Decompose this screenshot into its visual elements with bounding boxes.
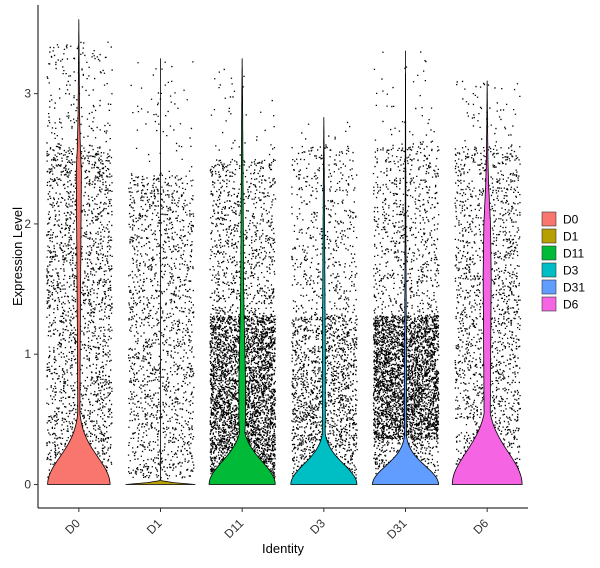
jitter-points [46,41,522,480]
y-tick-label: 2 [24,217,31,231]
y-axis-title: Expression Level [10,207,25,306]
violins [47,19,523,485]
violin-D31 [371,50,440,485]
legend: D0 D1 D11 D3 D31 D6 [541,211,585,312]
violin-D3 [290,117,358,485]
legend-label: D0 [563,213,579,227]
legend-swatch [541,296,557,312]
x-tick-label-D11: D11 [221,516,246,541]
point-cloud-D0 [46,41,113,480]
legend-label: D1 [563,230,579,244]
x-tick-label-D6: D6 [471,516,492,537]
x-tick-label-D31: D31 [384,516,410,542]
legend-item-D0: D0 [541,211,579,227]
points-D6 [454,80,522,480]
point-cloud-D11 [209,68,277,480]
y-tick-label: 1 [24,347,31,361]
x-tick-label-D1: D1 [144,516,165,537]
x-axis-title: Identity [262,541,304,556]
legend-swatch [541,245,557,261]
legend-swatch [541,211,557,227]
points-D1 [127,61,195,480]
x-tick-label-D0: D0 [62,516,83,537]
point-cloud-D6 [454,80,522,480]
legend-label: D3 [563,264,579,278]
y-tick-label: 3 [24,87,31,101]
points-D11 [209,68,277,480]
legend-label: D6 [563,298,579,312]
y-tick-label: 0 [24,478,31,492]
legend-label: D11 [563,247,584,261]
legend-swatch [541,279,557,295]
legend-item-D1: D1 [541,228,579,244]
points-D0 [46,41,113,480]
violin-D6 [451,80,523,485]
legend-item-D11: D11 [541,245,584,261]
violin-D11 [208,58,276,485]
legend-label: D31 [563,281,585,295]
x-tick-label-D3: D3 [307,516,328,537]
point-cloud-D1 [127,61,195,480]
legend-item-D31: D31 [541,279,585,295]
legend-swatch [541,228,557,244]
legend-swatch [541,262,557,278]
violin-D1 [125,58,196,485]
violin-D0 [47,19,111,485]
legend-item-D3: D3 [541,262,579,278]
legend-item-D6: D6 [541,296,579,312]
